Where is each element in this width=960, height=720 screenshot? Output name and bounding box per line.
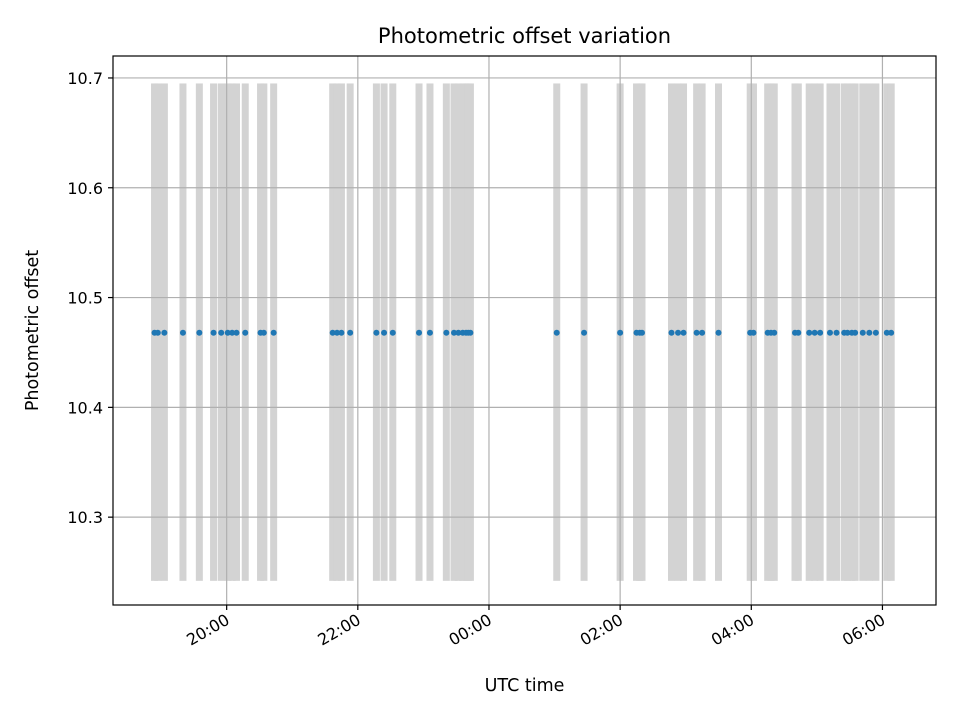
y-axis-title: Photometric offset [23, 250, 43, 411]
data-point [715, 329, 722, 336]
data-point [680, 329, 687, 336]
data-point [210, 329, 217, 336]
data-point [581, 329, 588, 336]
data-point [338, 329, 345, 336]
data-point [242, 329, 249, 336]
y-tick-label: 10.6 [67, 179, 103, 198]
y-axis: 10.3 10.4 10.5 10.6 10.7 [67, 69, 113, 527]
data-point [806, 329, 813, 336]
data-point [693, 329, 700, 336]
data-point [455, 329, 462, 336]
data-point [833, 329, 840, 336]
data-point [373, 329, 380, 336]
data-point [811, 329, 818, 336]
data-point [179, 329, 186, 336]
data-point [196, 329, 203, 336]
chart-title: Photometric offset variation [378, 24, 671, 48]
data-point [888, 329, 895, 336]
data-point [224, 329, 231, 336]
data-point [866, 329, 873, 336]
data-points [151, 329, 895, 336]
data-point [260, 329, 267, 336]
data-point [416, 329, 423, 336]
data-point [233, 329, 240, 336]
data-point [826, 329, 833, 336]
data-point [161, 329, 168, 336]
data-point [817, 329, 824, 336]
data-point [426, 329, 433, 336]
data-point [699, 329, 706, 336]
data-point [675, 329, 682, 336]
data-point [218, 329, 225, 336]
data-point [668, 329, 675, 336]
plot-frame [112, 55, 937, 606]
x-axis-title: UTC time [485, 676, 565, 696]
data-point [771, 329, 778, 336]
data-point [270, 329, 277, 336]
data-point [852, 329, 859, 336]
data-point [389, 329, 396, 336]
data-point [617, 329, 624, 336]
data-point [883, 329, 890, 336]
data-point [347, 329, 354, 336]
data-point [154, 329, 161, 336]
data-point [443, 329, 450, 336]
data-point [553, 329, 560, 336]
data-point [334, 329, 341, 336]
data-point [750, 329, 757, 336]
data-point [795, 329, 802, 336]
y-tick-label: 10.7 [67, 69, 103, 88]
data-point [467, 329, 474, 336]
data-point [872, 329, 879, 336]
y-tick-label: 10.5 [67, 289, 103, 308]
data-point [638, 329, 645, 336]
y-tick-label: 10.4 [67, 398, 103, 417]
data-point [844, 329, 851, 336]
y-tick-label: 10.3 [67, 508, 103, 527]
data-point [329, 329, 336, 336]
data-point [859, 329, 866, 336]
data-point [451, 329, 458, 336]
data-point [229, 329, 236, 336]
data-point [381, 329, 388, 336]
